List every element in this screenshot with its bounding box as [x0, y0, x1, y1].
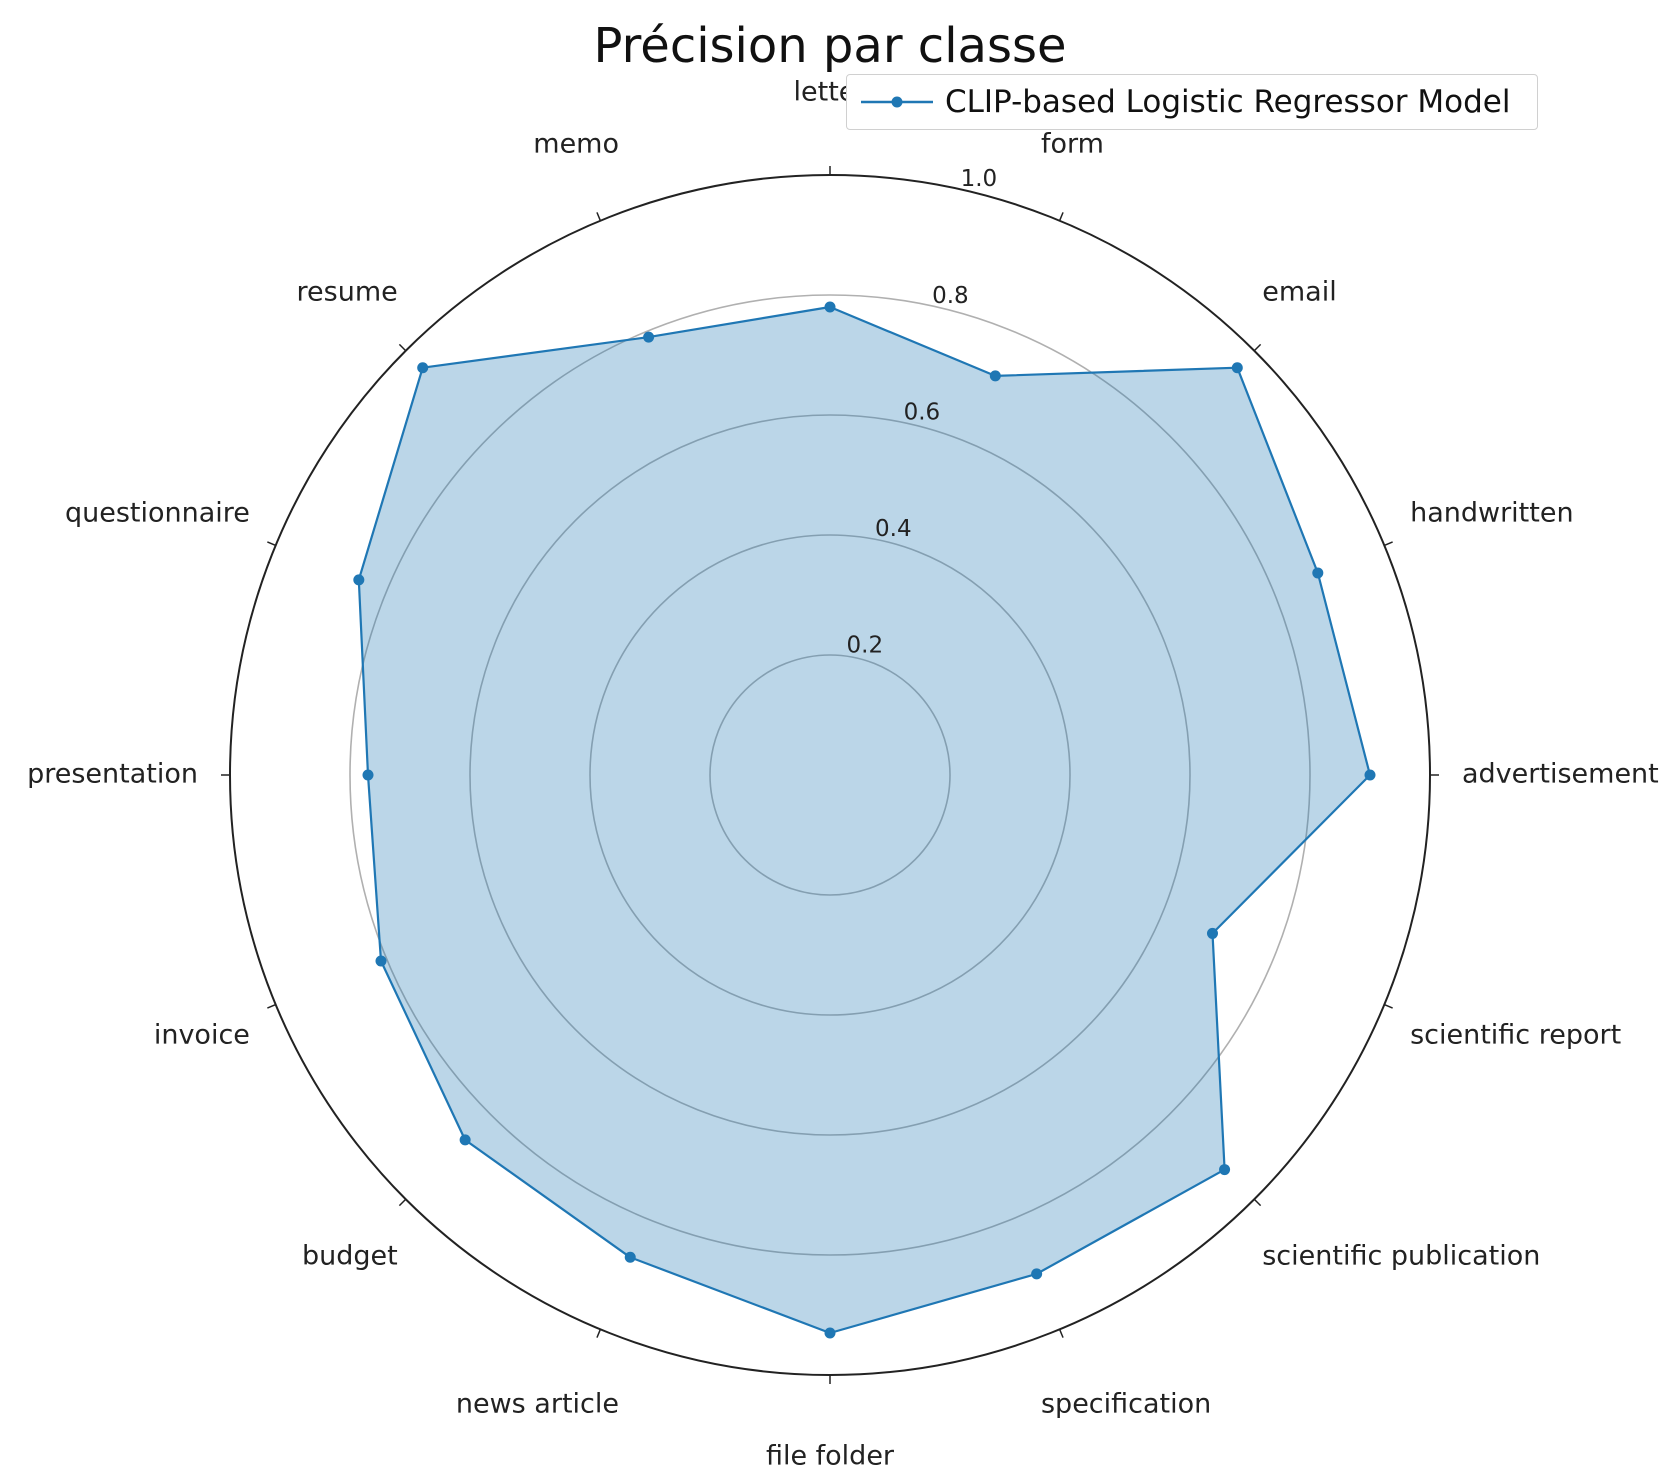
radial-tick-label: 0.6	[904, 399, 941, 425]
angular-tick	[1058, 212, 1064, 221]
data-point	[1031, 1268, 1043, 1280]
category-label: handwritten	[1410, 498, 1574, 529]
data-point	[459, 1134, 471, 1146]
category-label: resume	[297, 276, 398, 307]
data-point	[353, 574, 365, 586]
data-point	[1312, 567, 1324, 579]
category-label: advertisement	[1462, 759, 1659, 790]
radial-tick-label: 1.0	[961, 166, 998, 192]
chart-title: Précision par classe	[593, 18, 1067, 74]
data-point	[824, 301, 836, 313]
data-point	[417, 362, 429, 374]
grid-circle	[469, 414, 1191, 1136]
radial-tick-labels: 0.2 0.4 0.6 0.8 1.0	[847, 166, 998, 658]
category-labels: letterformemailhandwrittenadvertisements…	[27, 77, 1659, 1466]
grid-circle	[589, 534, 1071, 1016]
angular-tick	[267, 1003, 276, 1009]
angular-tick	[1253, 1198, 1262, 1207]
grid-circle	[709, 654, 951, 896]
angular-tick	[1384, 1003, 1393, 1009]
angular-tick	[398, 1198, 407, 1207]
category-label: form	[1041, 128, 1104, 159]
data-point	[643, 331, 655, 343]
category-label: questionnaire	[65, 498, 250, 529]
category-label: scientific publication	[1262, 1241, 1540, 1272]
category-label: news article	[456, 1389, 619, 1420]
radial-tick-label: 0.4	[875, 516, 912, 542]
angular-tick	[1384, 541, 1393, 547]
radial-tick-label: 0.8	[932, 283, 969, 309]
series-area	[358, 307, 1370, 1333]
data-point	[989, 370, 1001, 382]
angular-tick	[596, 212, 602, 221]
data-point	[1231, 362, 1243, 374]
category-label: presentation	[27, 759, 198, 790]
category-label: scientific report	[1410, 1019, 1621, 1050]
category-label: memo	[533, 128, 619, 159]
data-point	[824, 1327, 836, 1339]
category-label: email	[1262, 276, 1336, 307]
series-layer	[353, 301, 1376, 1339]
legend: CLIP-based Logistic Regressor Model	[846, 74, 1538, 130]
category-label: invoice	[154, 1019, 250, 1050]
angular-tick	[398, 343, 407, 352]
data-point	[375, 955, 387, 967]
angular-tick	[267, 541, 276, 547]
data-point	[362, 769, 374, 781]
data-point	[1364, 769, 1376, 781]
angular-ticks	[221, 166, 1439, 1384]
angular-tick	[596, 1329, 602, 1338]
radial-tick-label: 0.2	[847, 632, 884, 658]
category-label: file folder	[766, 1441, 895, 1466]
grid-circle	[349, 294, 1311, 1256]
data-point	[1219, 1164, 1231, 1176]
data-point	[1206, 927, 1218, 939]
category-label: budget	[302, 1241, 398, 1272]
legend-series-marker	[861, 96, 933, 108]
data-point	[624, 1251, 636, 1263]
angular-tick	[1058, 1329, 1064, 1338]
angular-tick	[1253, 343, 1262, 352]
legend-series-label: CLIP-based Logistic Regressor Model	[945, 84, 1511, 120]
category-label: specification	[1041, 1389, 1211, 1420]
